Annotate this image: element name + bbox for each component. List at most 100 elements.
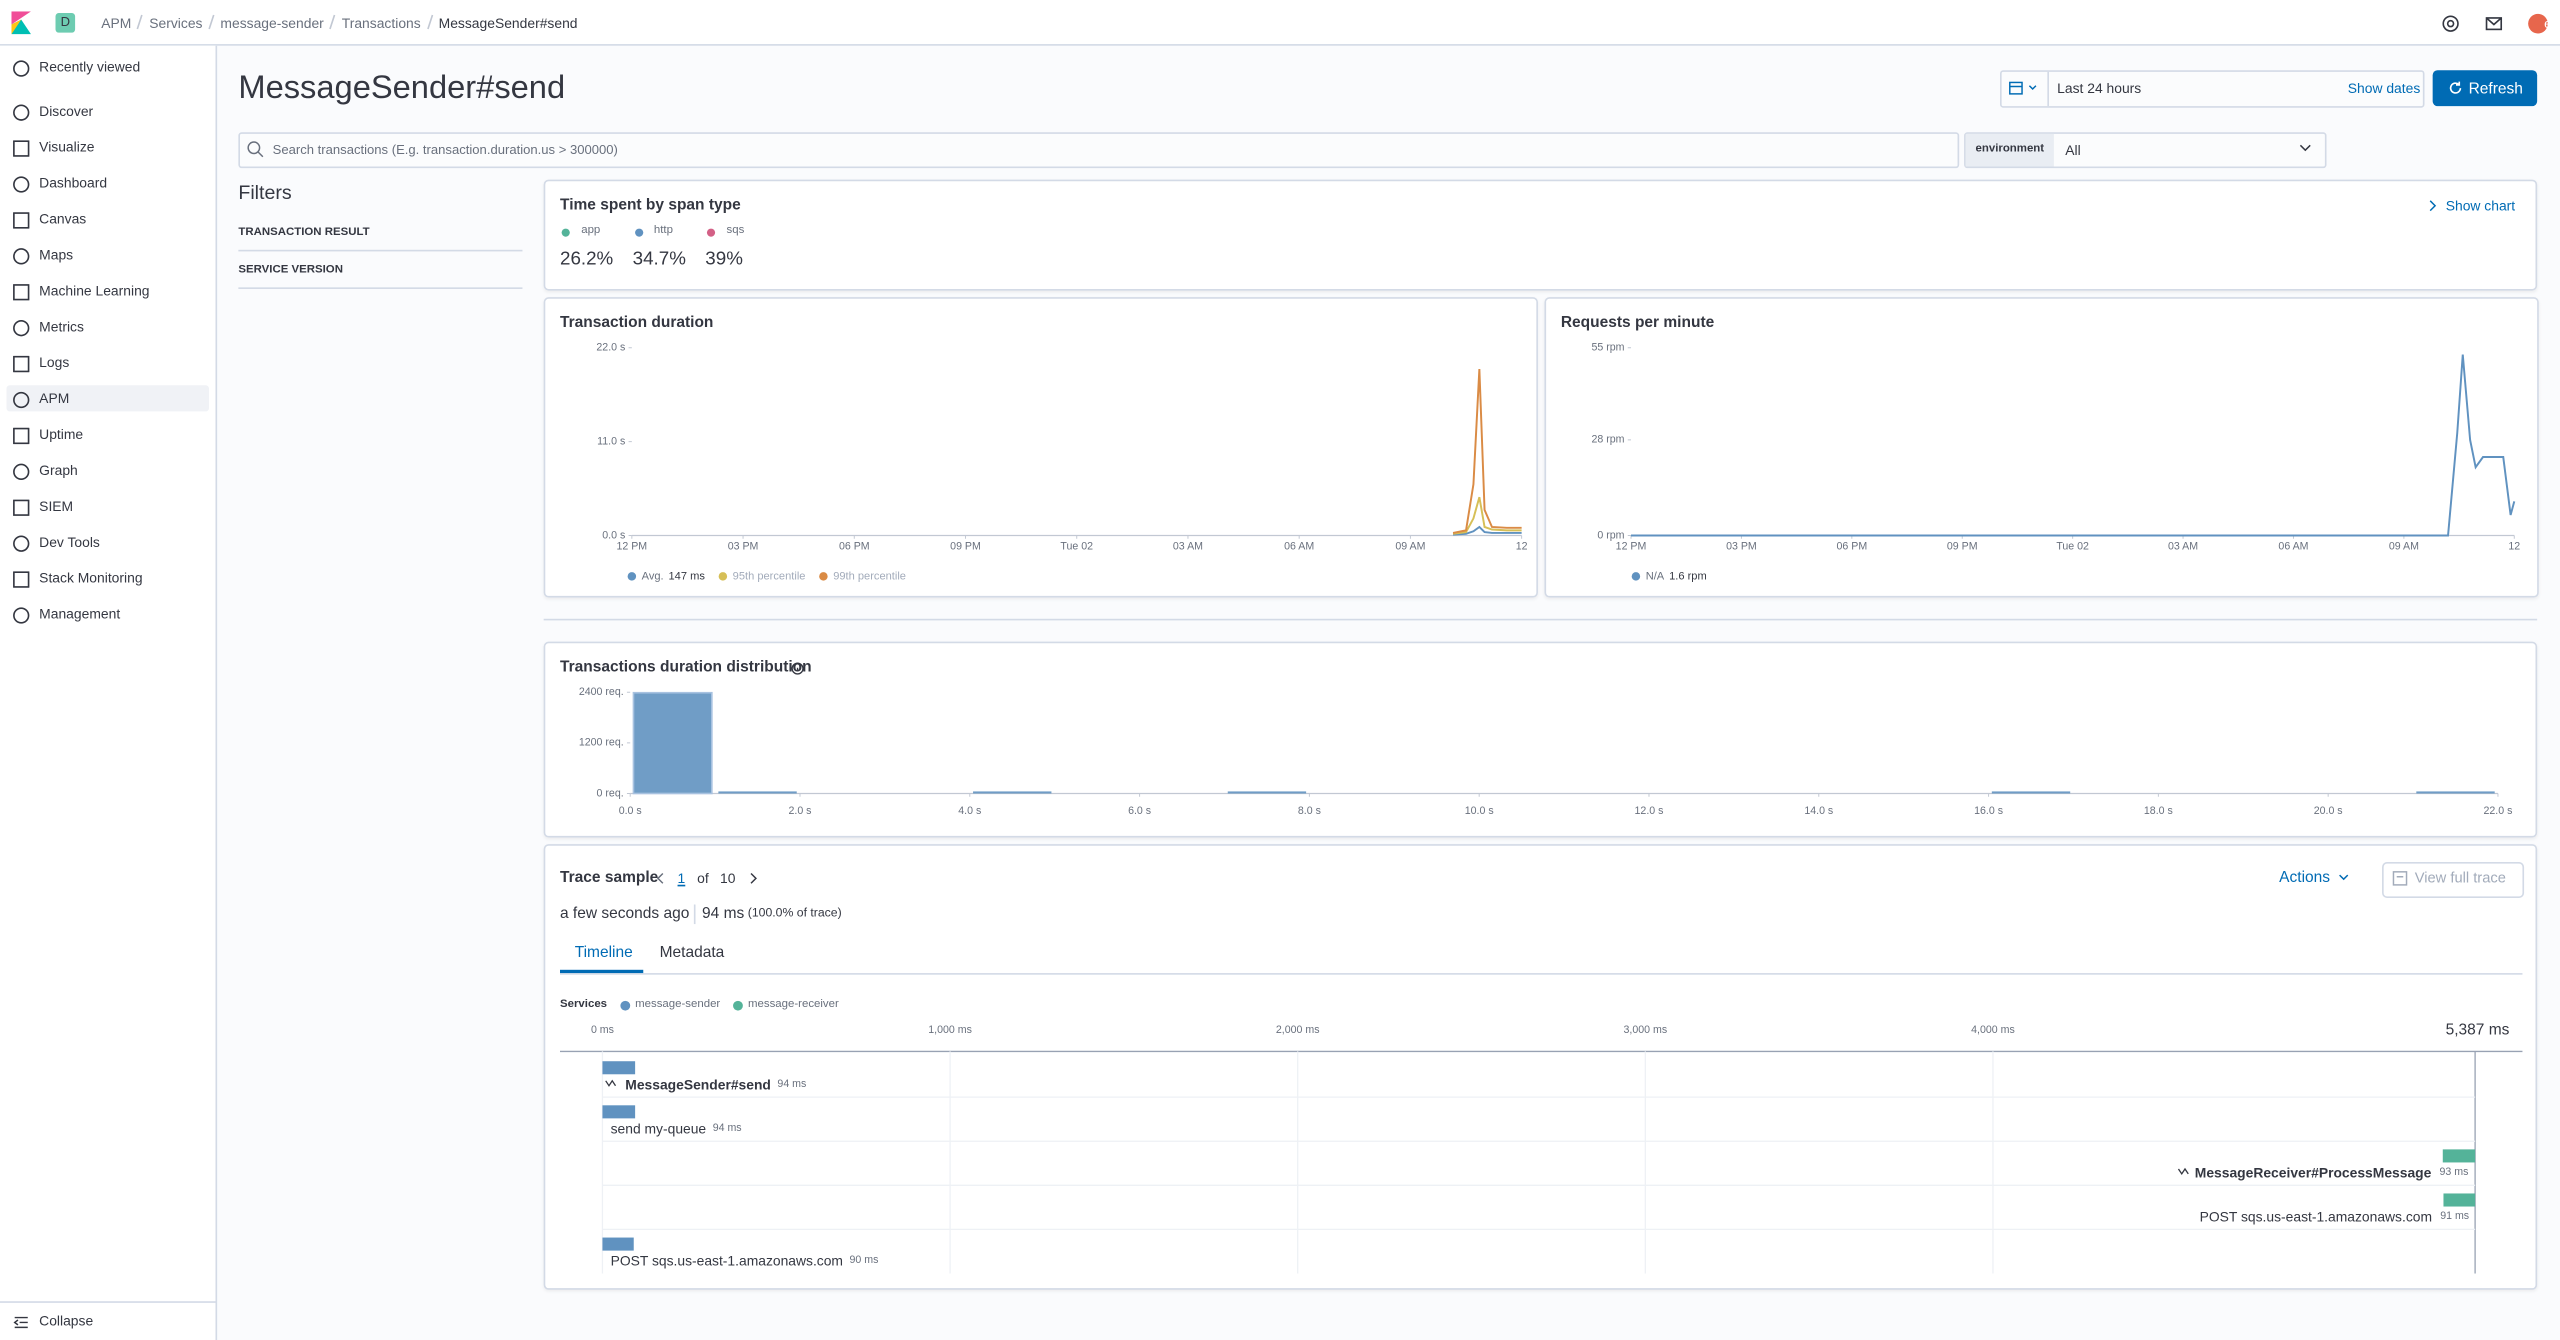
breadcrumb[interactable]: Services: [149, 13, 203, 31]
legend-name: sqs: [726, 224, 745, 237]
nav-item[interactable]: Logs: [39, 354, 70, 371]
histogram-bar[interactable]: [1227, 791, 1307, 794]
legend-dot: [706, 228, 716, 237]
breadcrumb-separator: [329, 14, 336, 30]
histogram-bar[interactable]: [632, 691, 713, 795]
span-name[interactable]: POST sqs.us-east-1.amazonaws.com: [611, 1253, 843, 1269]
nav-item[interactable]: Stack Monitoring: [39, 569, 143, 586]
distribution-panel: [543, 641, 2538, 838]
nav-icon: [13, 283, 30, 300]
environment-value: All: [2065, 141, 2081, 158]
nav-icon: [13, 462, 30, 480]
pager-total[interactable]: 10: [720, 870, 736, 887]
span-name[interactable]: MessageSender#send: [625, 1076, 771, 1092]
chevron-down: [2339, 874, 2349, 881]
span-duration: 94 ms: [777, 1078, 806, 1090]
nav-item[interactable]: Canvas: [39, 210, 87, 227]
panel-title: Time spent by span type: [560, 196, 741, 215]
span-bar[interactable]: [602, 1105, 636, 1119]
breadcrumb-separator: [208, 14, 215, 30]
avatar[interactable]: e: [2544, 15, 2552, 31]
legend-dot: [1631, 572, 1641, 581]
panel-title: Transactions duration distribution: [560, 658, 812, 677]
legend-dot: [627, 572, 637, 581]
nav-item[interactable]: Visualize: [39, 138, 95, 155]
legend-name: message-sender: [635, 998, 721, 1011]
legend-dot: [819, 572, 828, 581]
legend-dot: [561, 228, 570, 237]
span-name[interactable]: MessageReceiver#ProcessMessage: [2195, 1165, 2432, 1181]
x-tick-label: 8.0 s: [1298, 805, 1321, 817]
date-picker[interactable]: [1999, 70, 2425, 108]
space-badge[interactable]: D: [55, 13, 76, 33]
show-dates[interactable]: Show dates: [2347, 79, 2421, 97]
span-name[interactable]: send my-queue: [611, 1120, 707, 1136]
breadcrumb[interactable]: Transactions: [341, 13, 421, 31]
timeline-total: 5,387 ms: [2446, 1021, 2510, 1038]
view-full-trace-button[interactable]: [2382, 862, 2525, 898]
pager-arrows[interactable]: [655, 872, 759, 885]
histogram-bar[interactable]: [1991, 791, 2071, 794]
span-bar[interactable]: [602, 1061, 636, 1075]
actions[interactable]: Actions: [2279, 869, 2331, 888]
series-line: [1452, 496, 1522, 535]
divider: [2047, 71, 2049, 107]
nav-icon: [13, 175, 30, 192]
nav-item[interactable]: Metrics: [39, 318, 84, 335]
breadcrumb[interactable]: message-sender: [220, 13, 324, 31]
span-bar[interactable]: [2443, 1193, 2476, 1207]
x-tick-label: 09 AM: [1395, 541, 1425, 553]
tab[interactable]: Metadata: [659, 943, 725, 962]
tab-active[interactable]: Timeline: [574, 943, 633, 962]
nav-item[interactable]: Discover: [39, 102, 94, 120]
timeline-tick-label: 4,000 ms: [1971, 1024, 2015, 1036]
pager-current[interactable]: 1: [677, 870, 686, 887]
logo[interactable]: [11, 11, 32, 35]
page-title: MessageSender#send: [238, 70, 566, 107]
nav-item[interactable]: Maps: [39, 246, 74, 263]
nav-item[interactable]: Management: [39, 605, 121, 622]
timeline-tick-label: 3,000 ms: [1624, 1024, 1668, 1036]
nav-item[interactable]: APM: [39, 390, 70, 407]
x-tick-label: 03 PM: [728, 541, 759, 553]
x-tick-label: 09 AM: [2389, 541, 2419, 553]
filter-group[interactable]: SERVICE VERSION: [238, 263, 343, 275]
x-tick-label: 06 PM: [839, 541, 870, 553]
timeline-tick-label: 0 ms: [591, 1024, 614, 1036]
nav-icon: [13, 139, 30, 156]
x-tick-label: 18.0 s: [2144, 805, 2173, 817]
collapse[interactable]: Collapse: [39, 1312, 94, 1329]
legend-name: message-receiver: [747, 998, 839, 1011]
info-icon[interactable]: [790, 661, 805, 676]
nav-item[interactable]: Dashboard: [39, 174, 108, 191]
histogram-bar[interactable]: [973, 791, 1052, 794]
nav-item[interactable]: Uptime: [39, 425, 84, 443]
span-bar[interactable]: [2442, 1149, 2476, 1163]
x-tick-label: 10.0 s: [1465, 805, 1494, 817]
x-tick-label: 12: [2508, 541, 2520, 553]
environment-label: environment: [1975, 142, 2045, 154]
breadcrumb[interactable]: APM: [101, 13, 132, 31]
nav-item[interactable]: Machine Learning: [39, 282, 150, 299]
nav-icon: [13, 319, 30, 336]
span-bar[interactable]: [602, 1237, 634, 1251]
x-tick-label: 2.0 s: [788, 805, 811, 817]
divider: [693, 904, 696, 925]
nav-icon: [13, 355, 30, 372]
nav-item[interactable]: Graph: [39, 461, 78, 479]
timeline-tick-label: 2,000 ms: [1276, 1024, 1320, 1036]
nav-icon: [13, 391, 30, 408]
histogram-bar[interactable]: [718, 791, 797, 794]
filter-group[interactable]: TRANSACTION RESULT: [238, 225, 370, 238]
show-chart[interactable]: Show chart: [2445, 197, 2516, 214]
nav-icon: [13, 534, 30, 552]
span-name[interactable]: POST sqs.us-east-1.amazonaws.com: [2200, 1209, 2432, 1225]
legend-dot: [718, 572, 728, 581]
nav-item[interactable]: SIEM: [39, 497, 74, 515]
nav-icon: [13, 211, 30, 228]
search-box[interactable]: [238, 132, 1960, 169]
histogram-bar[interactable]: [2416, 791, 2495, 794]
recently-viewed[interactable]: Recently viewed: [39, 58, 141, 75]
line-chart: 0 rpm 28 rpm 55 rpm 12 PM 03 PM 06 PM 09 PM Tue…: [1591, 342, 2520, 583]
nav-item[interactable]: Dev Tools: [39, 533, 100, 551]
